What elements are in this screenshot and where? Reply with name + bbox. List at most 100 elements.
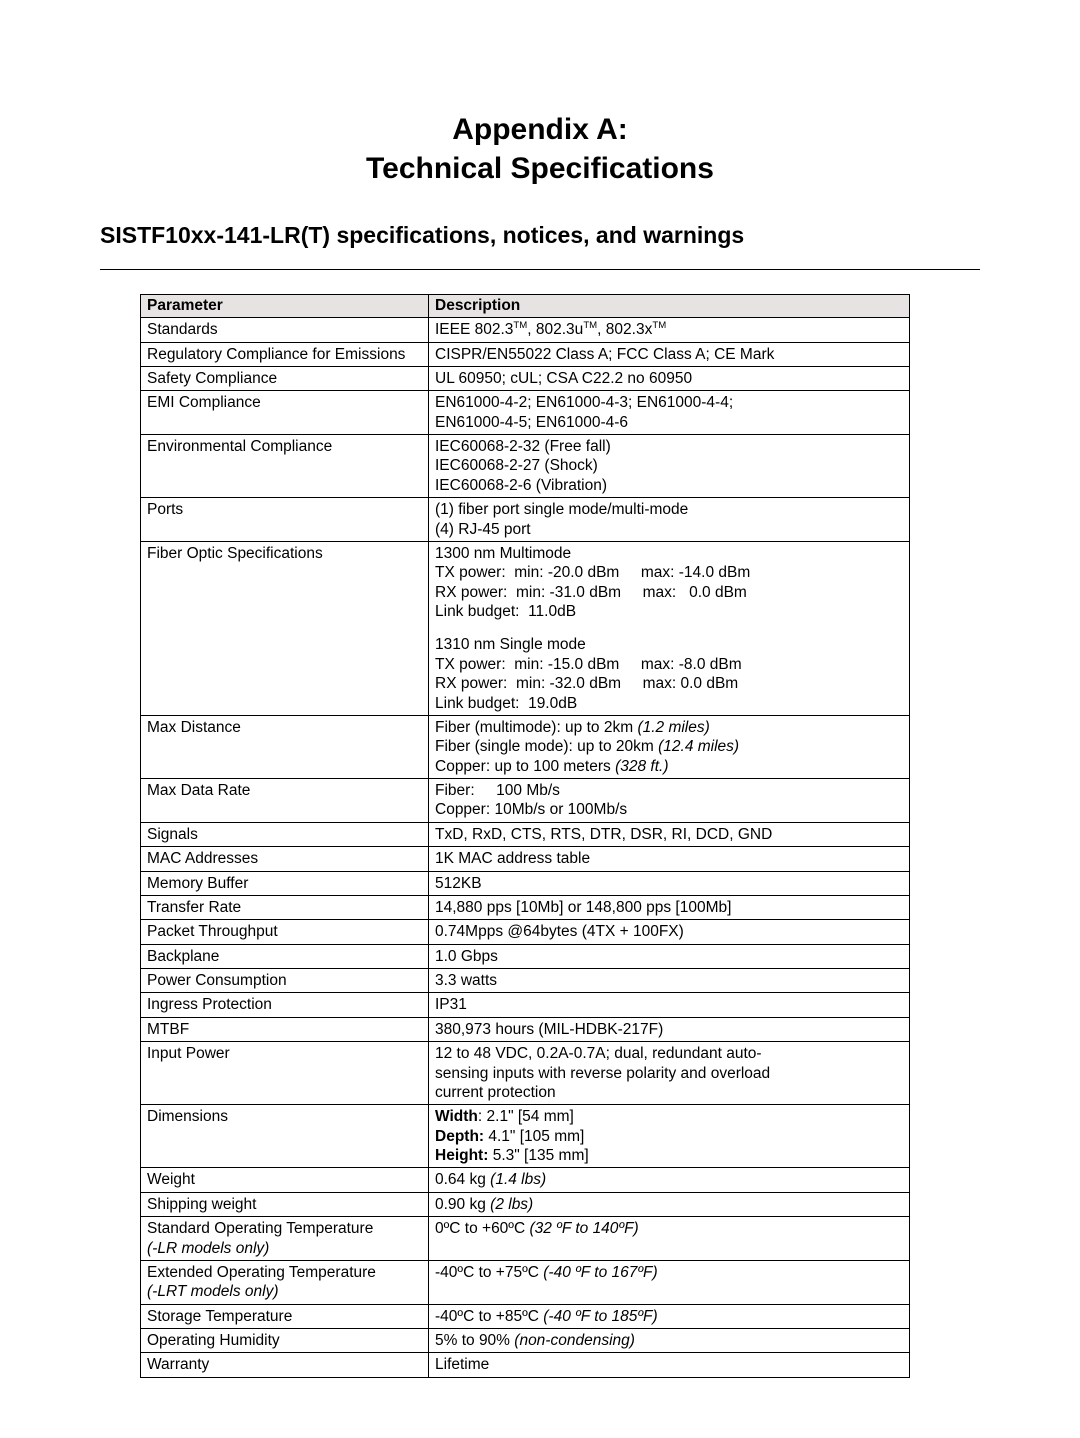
- text: Copper: 10Mb/s or 100Mb/s: [435, 801, 627, 818]
- param-cell: Max Distance: [141, 715, 429, 778]
- table-row: Operating Humidity 5% to 90% (non-conden…: [141, 1329, 910, 1353]
- text: IEC60068-2-32 (Free fall): [435, 438, 611, 455]
- param-cell: Transfer Rate: [141, 895, 429, 919]
- table-row: MTBF 380,973 hours (MIL-HDBK-217F): [141, 1017, 910, 1041]
- text: 0.90 kg: [435, 1196, 490, 1213]
- text: 1300 nm Multimode: [435, 545, 571, 562]
- text: Fiber (multimode): up to 2km: [435, 719, 637, 736]
- table-row: Transfer Rate 14,880 pps [10Mb] or 148,8…: [141, 895, 910, 919]
- tm: TM: [513, 320, 527, 331]
- table-row: Standards IEEE 802.3TM, 802.3uTM, 802.3x…: [141, 318, 910, 343]
- param-cell: Packet Throughput: [141, 920, 429, 944]
- table-row: Input Power 12 to 48 VDC, 0.2A-0.7A; dua…: [141, 1042, 910, 1105]
- desc-cell: 0ºC to +60ºC (32 ºF to 140ºF): [429, 1217, 910, 1261]
- table-row: Storage Temperature -40ºC to +85ºC (-40 …: [141, 1304, 910, 1328]
- desc-cell: 512KB: [429, 871, 910, 895]
- divider: [100, 269, 980, 270]
- desc-cell: Fiber (multimode): up to 2km (1.2 miles)…: [429, 715, 910, 778]
- param-cell: Standard Operating Temperature(-LR model…: [141, 1217, 429, 1261]
- desc-cell: (1) fiber port single mode/multi-mode(4)…: [429, 498, 910, 542]
- table-row: Weight 0.64 kg (1.4 lbs): [141, 1168, 910, 1192]
- param-cell: Power Consumption: [141, 969, 429, 993]
- text: 0ºC to +60ºC: [435, 1220, 529, 1237]
- text: (-40 ºF to 185ºF): [543, 1308, 657, 1325]
- title-line-1: Appendix A:: [452, 113, 628, 146]
- table-row: Safety Compliance UL 60950; cUL; CSA C22…: [141, 366, 910, 390]
- page-title: Appendix A: Technical Specifications: [100, 110, 980, 188]
- param-cell: EMI Compliance: [141, 391, 429, 435]
- param-cell: Memory Buffer: [141, 871, 429, 895]
- spec-table: Parameter Description Standards IEEE 802…: [140, 294, 910, 1378]
- title-line-2: Technical Specifications: [366, 152, 714, 185]
- text: : 2.1" [54 mm]: [478, 1108, 574, 1125]
- table-row: MAC Addresses 1K MAC address table: [141, 847, 910, 871]
- desc-cell: IEC60068-2-32 (Free fall) IEC60068-2-27 (…: [429, 435, 910, 498]
- text: Fiber (single mode): up to 20km: [435, 738, 658, 755]
- table-row: Dimensions Width: 2.1" [54 mm]Depth: 4.1…: [141, 1105, 910, 1168]
- param-cell: Dimensions: [141, 1105, 429, 1168]
- desc-cell: 14,880 pps [10Mb] or 148,800 pps [100Mb]: [429, 895, 910, 919]
- desc-cell: 0.90 kg (2 lbs): [429, 1192, 910, 1216]
- text: (1.2 miles): [637, 719, 709, 736]
- text: sensing inputs with reverse polarity and…: [435, 1065, 770, 1082]
- text: EN61000-4-5; EN61000-4-6: [435, 414, 628, 431]
- header-description: Description: [429, 295, 910, 318]
- param-cell: Input Power: [141, 1042, 429, 1105]
- param-cell: Shipping weight: [141, 1192, 429, 1216]
- page: Appendix A: Technical Specifications SIS…: [0, 0, 1080, 1438]
- table-row: Warranty Lifetime: [141, 1353, 910, 1377]
- desc-cell: 1300 nm MultimodeTX power: min: -20.0 dB…: [429, 541, 910, 715]
- desc-cell: -40ºC to +75ºC (-40 ºF to 167ºF): [429, 1260, 910, 1304]
- text: (non-condensing): [514, 1332, 635, 1349]
- text: , 802.3u: [527, 321, 583, 338]
- desc-cell: Width: 2.1" [54 mm]Depth: 4.1" [105 mm]H…: [429, 1105, 910, 1168]
- param-cell: Storage Temperature: [141, 1304, 429, 1328]
- table-row: Max Distance Fiber (multimode): up to 2k…: [141, 715, 910, 778]
- table-row: Regulatory Compliance for Emissions CISP…: [141, 342, 910, 366]
- desc-cell: IP31: [429, 993, 910, 1017]
- text: 12 to 48 VDC, 0.2A-0.7A; dual, redundant…: [435, 1045, 762, 1062]
- tm: TM: [583, 320, 597, 331]
- desc-cell: 1.0 Gbps: [429, 944, 910, 968]
- table-row: Memory Buffer 512KB: [141, 871, 910, 895]
- text: -40ºC to +85ºC: [435, 1308, 543, 1325]
- table-row: Ports (1) fiber port single mode/multi-m…: [141, 498, 910, 542]
- text: Link budget: 11.0dB: [435, 603, 576, 620]
- desc-cell: UL 60950; cUL; CSA C22.2 no 60950: [429, 366, 910, 390]
- desc-cell: CISPR/EN55022 Class A; FCC Class A; CE M…: [429, 342, 910, 366]
- param-cell: Regulatory Compliance for Emissions: [141, 342, 429, 366]
- text: Extended Operating Temperature: [147, 1264, 376, 1281]
- page-subtitle: SISTF10xx-141-LR(T) specifications, noti…: [100, 222, 980, 249]
- param-cell: Extended Operating Temperature (-LRT mode…: [141, 1260, 429, 1304]
- param-cell: Warranty: [141, 1353, 429, 1377]
- table-row: Signals TxD, RxD, CTS, RTS, DTR, DSR, RI…: [141, 822, 910, 846]
- param-cell: Safety Compliance: [141, 366, 429, 390]
- text: IEEE 802.3: [435, 321, 513, 338]
- param-cell: Operating Humidity: [141, 1329, 429, 1353]
- text: EN61000-4-2; EN61000-4-3; EN61000-4-4;: [435, 394, 733, 411]
- desc-cell: 0.74Mpps @64bytes (4TX + 100FX): [429, 920, 910, 944]
- text: RX power: min: -32.0 dBm max: 0.0 dBm: [435, 675, 738, 692]
- param-cell: MAC Addresses: [141, 847, 429, 871]
- text: (-40 ºF to 167ºF): [543, 1264, 657, 1281]
- desc-cell: Fiber: 100 Mb/s Copper: 10Mb/s or 100Mb/s: [429, 779, 910, 823]
- table-row: Standard Operating Temperature(-LR model…: [141, 1217, 910, 1261]
- table-row: Extended Operating Temperature (-LRT mode…: [141, 1260, 910, 1304]
- desc-cell: IEEE 802.3TM, 802.3uTM, 802.3xTM: [429, 318, 910, 343]
- text: Standard Operating Temperature: [147, 1220, 373, 1237]
- table-row: Shipping weight 0.90 kg (2 lbs): [141, 1192, 910, 1216]
- text: Fiber: 100 Mb/s: [435, 782, 560, 799]
- text: IEC60068-2-6 (Vibration): [435, 477, 607, 494]
- text: (-LRT models only): [147, 1283, 279, 1300]
- param-cell: Backplane: [141, 944, 429, 968]
- table-row: Fiber Optic Specifications 1300 nm Multi…: [141, 541, 910, 715]
- table-row: Power Consumption 3.3 watts: [141, 969, 910, 993]
- desc-cell: 5% to 90% (non-condensing): [429, 1329, 910, 1353]
- text: current protection: [435, 1084, 556, 1101]
- table-row: EMI Compliance EN61000-4-2; EN61000-4-3;…: [141, 391, 910, 435]
- text: RX power: min: -31.0 dBm max: 0.0 dBm: [435, 584, 747, 601]
- text: Depth:: [435, 1128, 484, 1145]
- text: IEC60068-2-27 (Shock): [435, 457, 598, 474]
- text: Link budget: 19.0dB: [435, 695, 577, 712]
- text: (1) fiber port single mode/multi-mode: [435, 501, 688, 518]
